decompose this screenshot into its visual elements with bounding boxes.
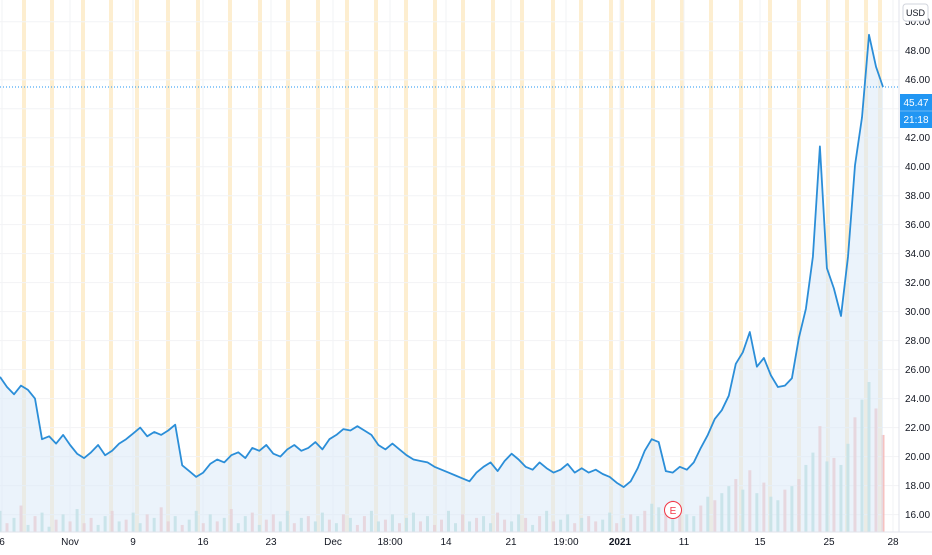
- y-tick-label: 38.00: [905, 191, 930, 202]
- time-axis-background: [0, 532, 932, 550]
- x-tick-label: 16: [197, 537, 209, 548]
- earnings-marker[interactable]: E: [665, 502, 682, 519]
- x-tick-label: 11: [679, 537, 690, 548]
- y-tick-label: 40.00: [905, 162, 930, 173]
- x-tick-label: 18:00: [377, 537, 402, 548]
- x-tick-label: Dec: [324, 537, 342, 548]
- last-price-badge: 45.47 21:18: [900, 94, 932, 128]
- x-tick-label: 6: [0, 537, 5, 548]
- x-tick-label: 28: [887, 537, 899, 548]
- time-axis-ticks: 6 Nov 9 16 23 Dec 18:00 14 21 19:00 2021 11 15 25 28: [0, 537, 899, 548]
- x-tick-label: 9: [130, 537, 136, 548]
- y-tick-label: 20.00: [905, 452, 930, 463]
- y-tick-label: 42.00: [905, 133, 930, 144]
- y-tick-label: 34.00: [905, 249, 930, 260]
- y-tick-label: 28.00: [905, 336, 930, 347]
- x-tick-label: 2021: [609, 537, 632, 548]
- y-tick-label: 26.00: [905, 365, 930, 376]
- last-price-value: 45.47: [903, 98, 928, 109]
- x-tick-label: 15: [754, 537, 766, 548]
- y-tick-label: 24.00: [905, 394, 930, 405]
- x-tick-label: 14: [440, 537, 452, 548]
- currency-label: USD: [906, 8, 926, 18]
- x-tick-label: 19:00: [553, 537, 578, 548]
- earnings-marker-label: E: [670, 506, 677, 517]
- y-tick-label: 46.00: [905, 75, 930, 86]
- countdown-value: 21:18: [903, 115, 928, 126]
- y-tick-label: 36.00: [905, 220, 930, 231]
- y-tick-label: 22.00: [905, 423, 930, 434]
- x-tick-label: 25: [823, 537, 835, 548]
- currency-button[interactable]: USD: [903, 4, 928, 21]
- price-series: [0, 35, 883, 532]
- x-tick-label: 21: [505, 537, 517, 548]
- price-area: [0, 35, 883, 532]
- y-tick-label: 30.00: [905, 307, 930, 318]
- y-tick-label: 32.00: [905, 278, 930, 289]
- y-tick-label: 18.00: [905, 481, 930, 492]
- x-tick-label: 23: [265, 537, 277, 548]
- y-tick-label: 48.00: [905, 46, 930, 57]
- x-tick-label: Nov: [61, 537, 79, 548]
- y-tick-label: 16.00: [905, 510, 930, 521]
